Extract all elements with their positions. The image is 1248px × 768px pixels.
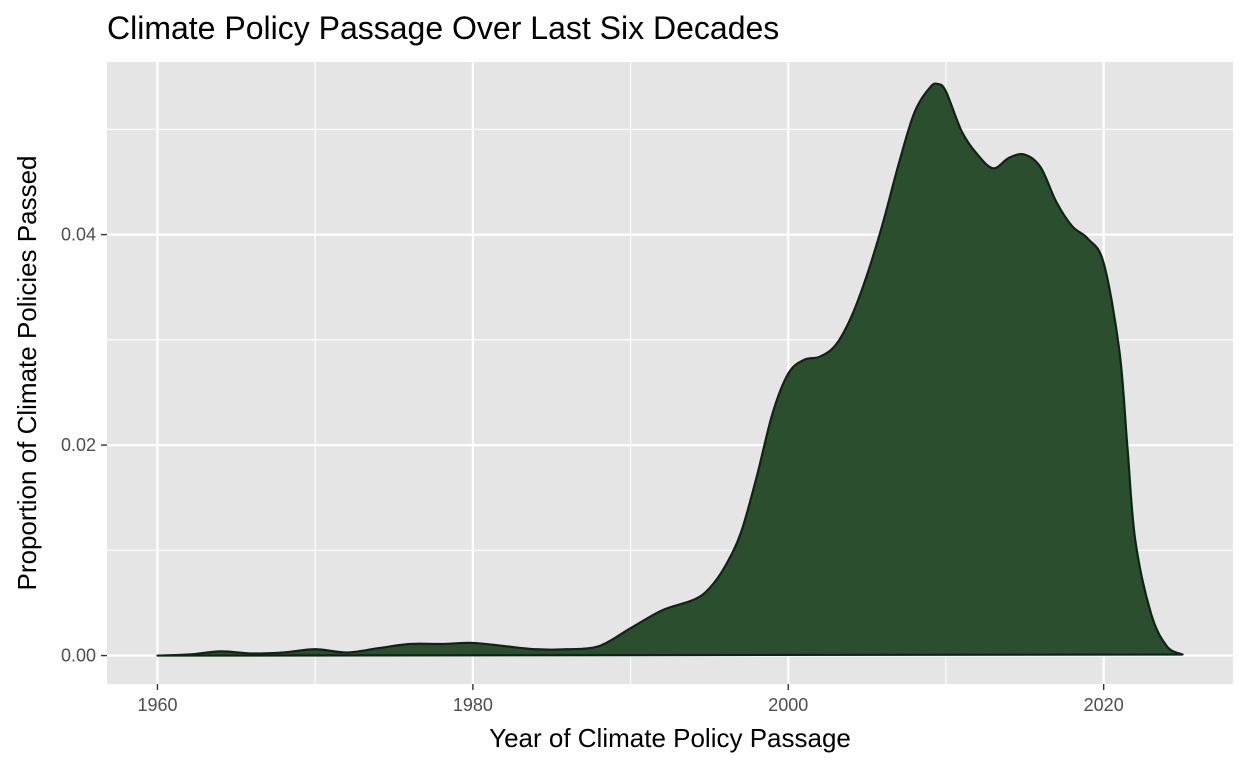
x-axis-ticks: 1960 1980 2000 2020 [137,684,1124,715]
y-tick-label: 0.04 [61,225,96,245]
x-tick-label: 1960 [137,695,177,715]
density-area [156,82,1184,657]
x-tick-label: 1980 [453,695,493,715]
x-tick-label: 2020 [1084,695,1124,715]
y-axis-title: Proportion of Climate Policies Passed [12,156,42,591]
y-tick-label: 0.02 [61,435,96,455]
x-tick-label: 2000 [768,695,808,715]
y-axis-ticks: 0.00 0.02 0.04 [61,225,107,666]
chart-title: Climate Policy Passage Over Last Six Dec… [107,10,779,46]
x-axis-title: Year of Climate Policy Passage [489,723,851,753]
y-tick-label: 0.00 [61,646,96,666]
